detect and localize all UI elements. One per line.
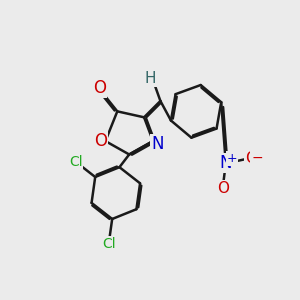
Text: Cl: Cl bbox=[69, 155, 82, 169]
Text: O: O bbox=[94, 132, 107, 150]
Text: O: O bbox=[93, 79, 106, 97]
Text: H: H bbox=[144, 71, 156, 86]
Text: +: + bbox=[227, 152, 238, 165]
Text: Cl: Cl bbox=[102, 237, 116, 250]
Text: N: N bbox=[220, 154, 232, 172]
Text: O: O bbox=[217, 181, 229, 196]
Text: N: N bbox=[151, 135, 164, 153]
Text: O: O bbox=[245, 152, 257, 166]
Text: −: − bbox=[251, 151, 263, 165]
